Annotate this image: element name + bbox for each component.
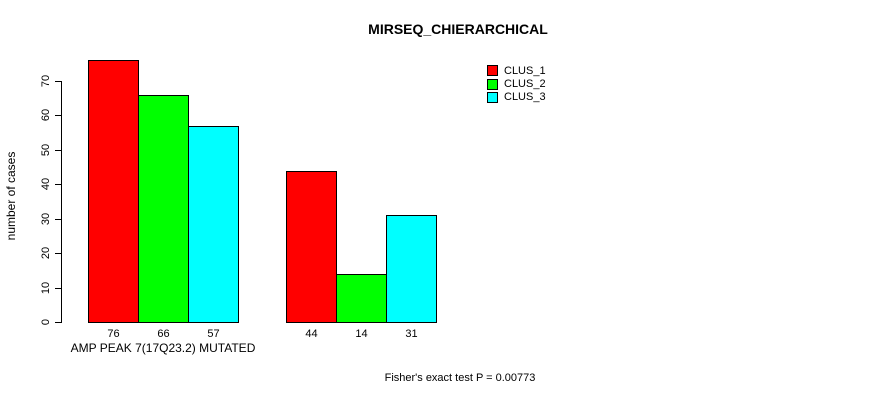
bar-value-label: 31	[405, 328, 418, 340]
fisher-test-note: Fisher's exact test P = 0.00773	[384, 372, 536, 384]
y-axis-tick-label: 50	[40, 143, 52, 156]
bar-CLUS_2-group1	[138, 94, 189, 323]
y-axis-tick-label: 60	[40, 109, 52, 122]
y-tick-mark	[55, 115, 62, 117]
y-axis-tick-label: 20	[40, 247, 52, 260]
legend-label: CLUS_3	[504, 91, 546, 104]
bar-value-label: 76	[107, 328, 120, 340]
y-tick-mark	[55, 253, 62, 255]
y-axis-line	[61, 81, 62, 323]
legend-color-swatch	[487, 65, 498, 77]
y-axis-tick-label: 10	[40, 281, 52, 294]
y-axis-tick-label: 40	[40, 178, 52, 191]
legend-color-swatch	[487, 91, 498, 103]
bar-value-label: 57	[207, 328, 220, 340]
y-axis-tick-label: 30	[40, 212, 52, 225]
chart-title: MIRSEQ_CHIERARCHICAL	[368, 21, 548, 37]
bar-CLUS_1-group1	[88, 60, 139, 323]
bar-value-label: 66	[157, 328, 170, 340]
y-axis-tick-label: 0	[40, 318, 52, 326]
y-tick-mark	[55, 149, 62, 151]
y-tick-mark	[55, 322, 62, 323]
legend-entry: CLUS_3	[487, 91, 546, 104]
bar-CLUS_2-group2	[336, 273, 387, 323]
y-axis-label: number of cases	[4, 151, 18, 241]
bar-value-label: 44	[305, 328, 318, 340]
legend-entry: CLUS_2	[487, 77, 546, 90]
legend-entry: CLUS_1	[487, 64, 546, 77]
legend-label: CLUS_1	[504, 64, 546, 77]
legend-label: CLUS_2	[504, 78, 546, 91]
bar-value-label: 14	[355, 328, 368, 340]
y-tick-mark	[55, 184, 62, 186]
y-tick-mark	[55, 81, 62, 82]
bar-CLUS_3-group1	[188, 125, 239, 323]
legend-color-swatch	[487, 78, 498, 90]
y-tick-mark	[55, 287, 62, 289]
bar-CLUS_3-group2	[386, 215, 437, 323]
y-tick-mark	[55, 218, 62, 220]
legend: CLUS_1 CLUS_2 CLUS_3	[487, 64, 546, 104]
x-axis-category-label: AMP PEAK 7(17Q23.2) MUTATED	[70, 341, 256, 355]
bar-CLUS_1-group2	[286, 170, 337, 323]
y-axis-tick-label: 70	[40, 74, 52, 88]
